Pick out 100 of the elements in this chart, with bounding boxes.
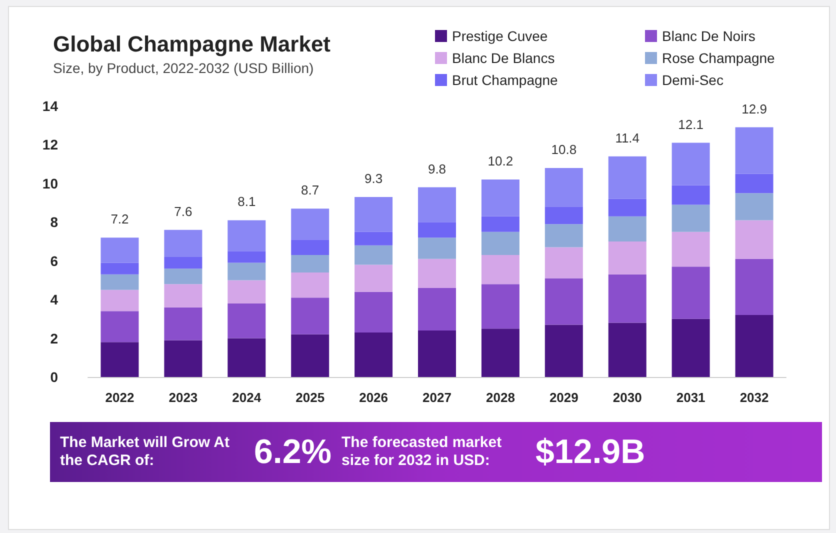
bar — [164, 230, 202, 257]
bar — [481, 255, 520, 284]
bar — [608, 198, 646, 216]
text: The Market will Grow At the CAGR of: — [60, 434, 230, 470]
bar — [418, 288, 456, 331]
bar — [354, 292, 393, 332]
bar — [164, 256, 202, 269]
bar — [100, 238, 139, 263]
bar — [291, 255, 330, 272]
text: The forecasted market size for 2032 in USD: — [342, 434, 503, 470]
bar — [100, 311, 139, 342]
x-tick-label: 2022 — [105, 390, 134, 405]
total-label: 8.1 — [238, 194, 256, 210]
bar — [228, 262, 266, 280]
bar — [735, 127, 774, 174]
y-tick-label: 0 — [50, 369, 58, 385]
text: 6.2% — [254, 432, 332, 472]
total-label: 11.4 — [615, 130, 640, 146]
y-tick-label: 12 — [42, 136, 58, 153]
bar — [418, 330, 456, 377]
x-tick-label: 2030 — [612, 390, 642, 405]
bar — [291, 208, 330, 240]
total-label: 10.2 — [488, 154, 514, 169]
bar — [354, 196, 393, 232]
bar — [481, 180, 520, 216]
bar — [228, 220, 266, 252]
x-tick-label: 2029 — [549, 390, 578, 405]
total-label: 7.6 — [174, 204, 192, 219]
x-tick-label: 2023 — [168, 390, 198, 405]
bar — [291, 240, 330, 256]
y-tick-label: 14 — [42, 98, 58, 114]
x-tick-label: 2024 — [232, 390, 262, 405]
bar — [672, 142, 710, 186]
bar — [418, 222, 456, 238]
bar — [544, 206, 583, 224]
legend-label: Demi-Sec — [662, 72, 724, 88]
total-label: 12.9 — [742, 101, 767, 116]
bar — [291, 298, 330, 334]
bar — [608, 242, 646, 274]
bar — [544, 224, 583, 248]
y-tick-label: 4 — [50, 292, 58, 308]
bar — [164, 268, 202, 284]
bar — [672, 266, 710, 319]
bar — [418, 238, 456, 259]
bar — [228, 251, 266, 263]
bar — [354, 245, 393, 265]
bar — [418, 258, 456, 288]
bar — [735, 174, 774, 194]
x-tick-label: 2032 — [740, 390, 769, 405]
bar — [735, 258, 774, 316]
bar — [735, 315, 774, 377]
legend-label: Blanc De Noirs — [662, 28, 756, 44]
bar — [544, 168, 583, 207]
bar — [164, 340, 202, 377]
bar — [354, 264, 393, 292]
bar — [100, 290, 139, 312]
y-tick-label: 8 — [50, 214, 58, 230]
bar — [608, 322, 646, 377]
text: $12.9B — [536, 432, 646, 472]
bar — [735, 220, 774, 259]
bar — [481, 328, 520, 377]
total-label: 9.3 — [364, 170, 383, 186]
legend-label: Brut Champagne — [452, 72, 558, 88]
bar — [164, 307, 202, 340]
bar — [544, 247, 583, 278]
y-tick-label: 6 — [50, 252, 58, 269]
x-tick-label: 2026 — [359, 390, 388, 405]
bar — [481, 216, 520, 232]
bar — [100, 262, 139, 274]
bar — [544, 278, 583, 325]
bar — [164, 284, 202, 308]
chart-subtitle: Size, by Product, 2022-2032 (USD Billion) — [53, 60, 314, 76]
legend-label: Blanc De Blancs — [452, 50, 555, 66]
total-label: 12.1 — [678, 116, 704, 132]
bar — [672, 318, 710, 377]
y-tick-label: 10 — [42, 175, 58, 192]
bar — [735, 193, 774, 220]
bar — [481, 232, 520, 256]
bar — [672, 204, 710, 232]
x-tick-label: 2025 — [296, 390, 325, 405]
bar — [608, 156, 646, 199]
bar — [481, 284, 520, 329]
x-tick-label: 2028 — [486, 390, 515, 405]
bar — [291, 272, 330, 298]
bar — [354, 232, 393, 246]
bar — [228, 303, 266, 338]
bar — [544, 324, 583, 377]
total-label: 8.7 — [301, 182, 320, 198]
chart-title: Global Champagne Market — [53, 32, 332, 56]
bar — [608, 216, 646, 242]
total-label: 7.2 — [110, 212, 129, 227]
legend-label: Rose Champagne — [662, 50, 776, 66]
bar — [608, 274, 646, 323]
bar — [228, 338, 266, 377]
total-label: 10.8 — [551, 142, 577, 157]
bar — [418, 187, 456, 222]
x-tick-label: 2031 — [676, 390, 706, 405]
total-label: 9.8 — [428, 161, 446, 176]
y-tick-label: 2 — [50, 330, 58, 346]
bar — [228, 280, 266, 304]
